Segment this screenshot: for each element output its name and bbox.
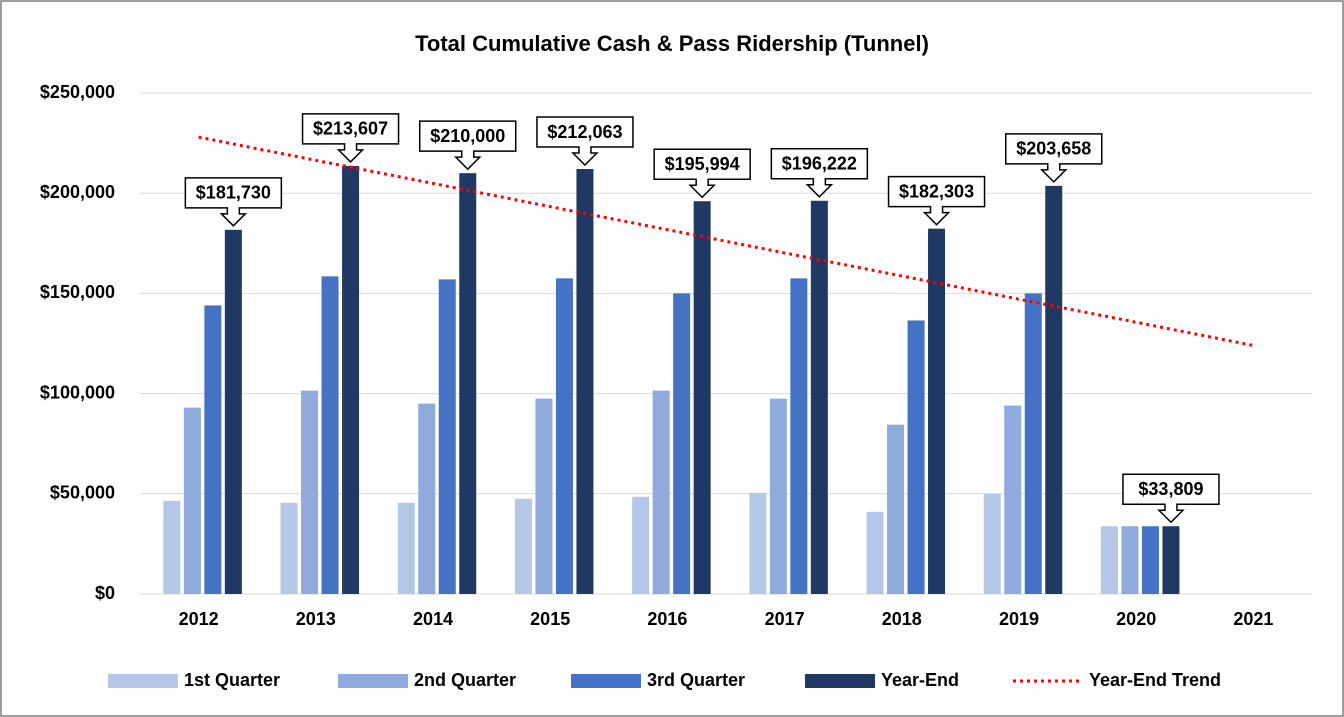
callout [1005, 133, 1103, 183]
y-tick-label: $200,000 [40, 182, 115, 202]
bar [810, 200, 828, 594]
y-tick-label: $50,000 [50, 483, 115, 503]
bar [1141, 526, 1159, 594]
bar [887, 424, 905, 594]
bar [163, 500, 181, 594]
bar [866, 511, 884, 594]
bar [418, 403, 436, 594]
x-tick-label: 2020 [1116, 609, 1156, 629]
legend-swatch [571, 674, 641, 688]
x-tick-label: 2015 [530, 609, 570, 629]
bar [1100, 526, 1118, 594]
data-label: $203,658 [1016, 139, 1091, 159]
data-label: $196,222 [782, 154, 857, 174]
bar [1004, 405, 1022, 594]
x-tick-label: 2021 [1233, 609, 1273, 629]
bar [1162, 526, 1180, 594]
legend-swatch [338, 674, 408, 688]
data-label: $182,303 [899, 181, 974, 201]
legend-swatch [108, 674, 178, 688]
data-label: $33,809 [1138, 479, 1203, 499]
callout [770, 148, 869, 198]
callout [184, 177, 283, 227]
y-tick-label: $150,000 [40, 282, 115, 302]
bar [301, 390, 319, 594]
bar [280, 502, 298, 594]
callout [653, 148, 751, 199]
bar [459, 173, 477, 594]
bar [438, 279, 456, 594]
y-tick-label: $100,000 [40, 382, 115, 402]
bar [1024, 293, 1042, 594]
data-label: $213,607 [313, 119, 388, 139]
bar [576, 169, 594, 594]
bar [535, 398, 553, 594]
bar [673, 293, 691, 594]
x-tick-label: 2019 [999, 609, 1039, 629]
bar [555, 278, 573, 594]
bar [652, 390, 670, 594]
x-tick-label: 2018 [882, 609, 922, 629]
x-tick-label: 2014 [413, 609, 453, 629]
chart-title: Total Cumulative Cash & Pass Ridership (… [415, 31, 929, 56]
y-tick-label: $0 [95, 583, 115, 603]
bar [983, 493, 1001, 594]
bar [1045, 185, 1063, 594]
bar [397, 502, 415, 594]
legend-label: Year-End [881, 670, 959, 690]
callout [887, 175, 986, 226]
legend-label: 3rd Quarter [647, 670, 745, 690]
bar [224, 229, 242, 594]
bar [342, 165, 360, 594]
callout [301, 113, 400, 163]
bar [183, 407, 201, 594]
data-label: $212,063 [547, 122, 622, 142]
callout [1122, 473, 1220, 524]
bar [321, 276, 339, 594]
callout [536, 116, 634, 167]
x-tick-label: 2016 [647, 609, 687, 629]
bar [769, 398, 787, 594]
callout [419, 120, 517, 171]
x-tick-label: 2013 [296, 609, 336, 629]
bar [749, 492, 767, 594]
data-label: $210,000 [430, 126, 505, 146]
bar [1121, 526, 1139, 594]
legend-label: Year-End Trend [1089, 670, 1221, 690]
bar [632, 496, 650, 594]
y-tick-label: $250,000 [40, 82, 115, 102]
bar [907, 320, 925, 594]
legend-swatch [805, 674, 875, 688]
bar [204, 305, 222, 594]
data-label: $181,730 [196, 183, 271, 203]
bar [514, 498, 532, 594]
x-tick-label: 2017 [765, 609, 805, 629]
data-label: $195,994 [665, 154, 740, 174]
bar [790, 278, 808, 594]
bar [693, 201, 711, 594]
x-tick-label: 2012 [179, 609, 219, 629]
legend-label: 2nd Quarter [414, 670, 516, 690]
bar [928, 228, 946, 594]
legend-label: 1st Quarter [184, 670, 280, 690]
